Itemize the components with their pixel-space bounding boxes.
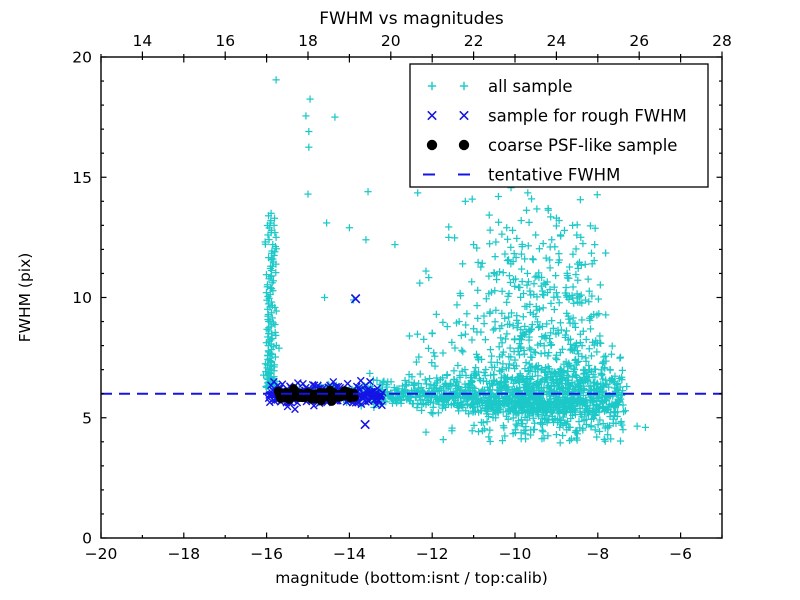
data-points-layer [260,76,650,447]
x-tick-label: −6 [669,545,692,563]
legend-item-label: all sample [488,77,573,96]
axis-ticks-layer [100,51,723,539]
legend-item[interactable]: all sample [427,77,573,96]
cross-icon [427,110,437,121]
series-coarse-psf-like-sample [273,384,359,406]
y-tick-label: 5 [82,409,92,427]
axis-tick-labels-layer: −20 −18 −16 −14 −12 −10 −8 −6 14 16 18 20 22 24 26 28 0 5… [72,32,732,563]
x-top-tick-label: 18 [298,32,318,50]
x-tick-label: −16 [250,545,283,563]
y-tick-label: 15 [72,169,92,187]
x-top-tick-label: 16 [215,32,235,50]
x-tick-label: −20 [85,545,118,563]
legend-item-label: coarse PSF-like sample [488,136,677,155]
y-tick-label: 10 [72,289,92,307]
dot-icon [426,139,438,151]
y-axis-label: FWHM (pix) [16,253,34,343]
legend-item[interactable]: tentative FWHM [423,166,620,185]
dot-icon [458,139,470,151]
x-tick-label: −8 [586,545,609,563]
x-top-tick-label: 24 [547,32,567,50]
x-tick-label: −10 [499,545,532,563]
x-tick-label: −18 [167,545,200,563]
y-tick-label: 0 [82,530,92,548]
x-top-tick-label: 26 [629,32,649,50]
plus-icon [427,81,437,91]
page-title: FWHM vs magnitudes [319,9,504,29]
legend-box [409,63,709,188]
x-tick-label: −14 [333,545,366,563]
y-tick-label: 20 [72,49,92,67]
legend-item[interactable]: sample for rough FWHM [427,107,687,126]
legend-item[interactable]: coarse PSF-like sample [426,136,678,155]
x-top-tick-label: 22 [464,32,484,50]
x-top-tick-label: 20 [381,32,401,50]
x-top-tick-label: 14 [133,32,153,50]
x-tick-label: −12 [416,545,449,563]
legend-item-label: tentative FWHM [488,166,620,185]
cross-icon [459,110,469,121]
legend-item-label: sample for rough FWHM [488,107,687,126]
x-axis-label: magnitude (bottom:isnt / top:calib) [275,569,548,587]
legend[interactable]: all sample sample for rough FWHM coarse PS… [409,63,709,188]
x-top-tick-label: 28 [712,32,732,50]
plus-icon [459,81,469,91]
